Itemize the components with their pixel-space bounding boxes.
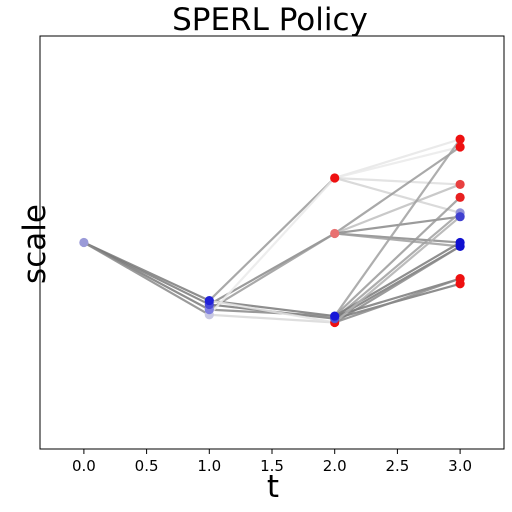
points-layer <box>79 134 465 328</box>
x-ticks-layer: 0.0 0.5 1.0 1.5 2.0 2.5 3.0 <box>72 449 472 475</box>
trajectory-segment-10 <box>209 313 335 324</box>
data-point-0 <box>79 237 89 248</box>
x-tick-label-6: 3.0 <box>448 457 472 475</box>
trajectory-segment-4 <box>208 177 336 302</box>
trajectory-segment-25 <box>334 241 461 318</box>
trajectory-segment-24 <box>333 211 461 320</box>
data-point-19 <box>455 279 465 289</box>
x-axis-label: t <box>266 469 280 505</box>
x-tick-label-5: 2.5 <box>385 457 409 475</box>
trajectory-segment-31 <box>333 215 461 324</box>
chart-title: SPERL Policy <box>172 2 368 38</box>
data-point-11 <box>455 142 465 152</box>
data-point-4 <box>204 295 214 306</box>
x-tick-label-3: 1.5 <box>260 457 284 475</box>
data-point-17 <box>455 241 465 251</box>
data-point-15 <box>455 212 465 222</box>
trajectory-segment-6 <box>208 232 336 311</box>
trajectory-segment-21 <box>334 232 461 248</box>
trajectory-segment-30 <box>334 277 461 324</box>
trajectory-segment-18 <box>334 183 461 235</box>
x-tick-label-1: 0.5 <box>135 457 159 475</box>
data-point-12 <box>455 179 465 190</box>
trajectory-segment-14 <box>334 145 461 180</box>
trajectory-segment-3 <box>83 241 210 316</box>
trajectory-segment-12 <box>208 177 336 316</box>
x-tick-label-2: 1.0 <box>197 457 221 475</box>
trajectory-segment-17 <box>334 146 461 235</box>
data-point-7 <box>330 311 340 321</box>
x-tick-label-0: 0.0 <box>72 457 96 475</box>
trajectory-segment-19 <box>334 215 461 235</box>
data-point-9 <box>330 173 340 183</box>
data-point-8 <box>330 228 340 239</box>
data-point-10 <box>455 134 465 144</box>
plot-frame <box>39 35 505 450</box>
trajectory-segment-15 <box>334 176 461 186</box>
trajectory-segment-9 <box>209 308 335 318</box>
data-point-13 <box>455 192 465 202</box>
x-tick-label-4: 2.0 <box>323 457 347 475</box>
segments-layer <box>83 138 462 324</box>
trajectory-segment-16 <box>334 176 461 214</box>
trajectory-segment-11 <box>209 299 335 324</box>
trajectory-segment-23 <box>333 196 461 317</box>
trajectory-segment-22 <box>333 138 462 317</box>
trajectory-segment-13 <box>334 138 461 180</box>
